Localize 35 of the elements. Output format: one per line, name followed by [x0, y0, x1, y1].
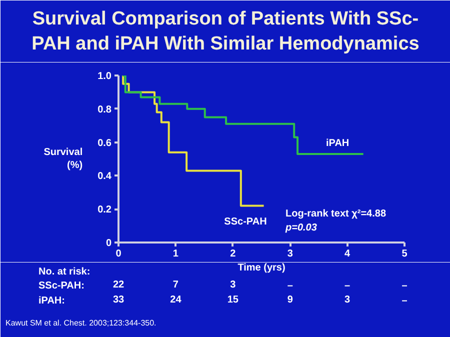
- x-tick-label: 5: [402, 248, 408, 260]
- text: 3: [230, 280, 236, 290]
- y-tick-label: 0.8: [98, 104, 112, 116]
- y-tick-label: 0.2: [98, 204, 112, 216]
- text: 3: [344, 294, 351, 306]
- series-label: iPAH: [326, 138, 350, 149]
- y-axis-title: Survival (%): [44, 146, 83, 172]
- text: 9: [287, 294, 294, 306]
- annotation: Log-rank text χ²=4.88: [286, 208, 386, 220]
- text: 24: [170, 294, 182, 306]
- text: SSc-PAH:: [38, 280, 84, 292]
- series-label: SSc-PAH: [224, 216, 267, 228]
- x-tick-label: 2: [230, 248, 236, 260]
- x-tick-label: 1: [172, 248, 179, 260]
- annotation: p=0.03: [284, 222, 318, 234]
- text: 15: [227, 294, 239, 306]
- text: –: [402, 296, 408, 306]
- text: –: [344, 280, 351, 292]
- text: Kawut SM et al. Chest. 2003;123:344-350.: [6, 318, 156, 328]
- x-axis-title: Time (yrs): [238, 262, 286, 274]
- x-tick-label: 4: [344, 248, 351, 260]
- y-tick-label: 0.4: [98, 171, 112, 182]
- text: –: [402, 280, 408, 292]
- x-tick-label: 0: [116, 248, 122, 260]
- text: No. at risk:: [38, 266, 90, 278]
- text: 33: [112, 294, 124, 306]
- text: –: [287, 280, 294, 292]
- chart-title: Survival Comparison of Patients With SSc- PAH and iPAH With Similar Hemodynamics: [32, 8, 420, 55]
- y-tick-label: 1.0: [98, 71, 112, 82]
- y-tick-label: 0.6: [98, 138, 112, 149]
- text: 22: [112, 280, 124, 290]
- text: iPAH:: [38, 296, 65, 306]
- y-tick-label: 0: [106, 238, 112, 249]
- text: 7: [172, 280, 179, 290]
- x-tick-label: 3: [287, 248, 294, 260]
